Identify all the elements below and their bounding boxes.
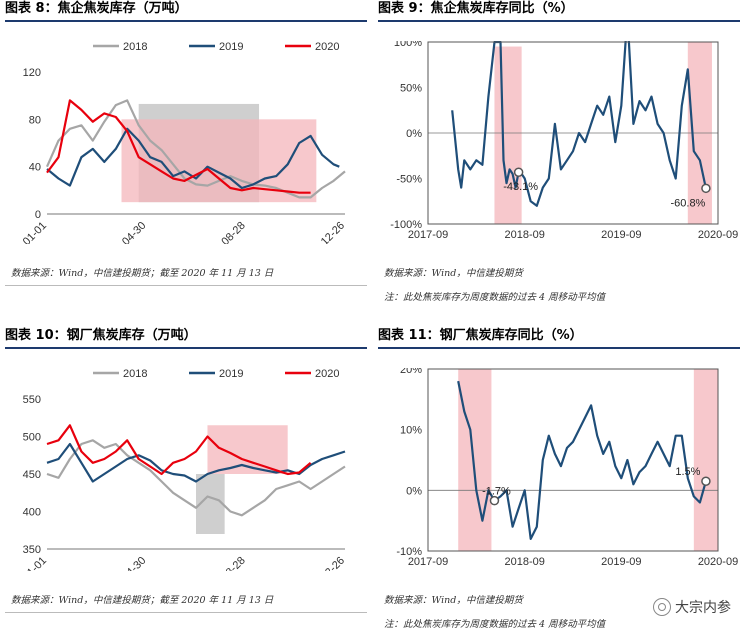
chart-area: 20% 10% 0% -10% 2017-09 2018-09 2019-09 2020-09… [378,351,740,571]
y-tick-label: 450 [23,469,41,481]
source-text: 数据来源：Wind，中信建投期货；截至 2020 年 11 月 13 日 [11,268,274,279]
series-line-2018 [45,99,346,199]
top-mask [378,351,740,368]
annotation-marker [489,495,500,506]
chart-title: 图表 10：钢厂焦炭库存（万吨） [5,327,367,349]
x-tick-label: 01-01 [21,220,49,244]
series-line-yoy [457,380,707,540]
annotation-marker [701,476,711,486]
x-tick-label: 01-01 [21,555,49,571]
y-tick-label: 10% [400,425,422,437]
y-tick-label: 0% [406,128,422,140]
chart-svg: 350 400 450 500 550 01-01 04-30 08-28 12-26 2018 2… [21,368,347,571]
note-text: 注：此处焦炭库存为周度数据的过去 4 周移动平均值 [384,292,606,303]
chart-svg: 20%10%0%-10%2017-09 2018-09 2019-09 2020-09… [378,351,740,568]
annotation-marker [513,167,524,177]
series-line-2020 [46,424,312,476]
y-tick-label: 550 [23,394,41,406]
legend-label: 2019 [219,41,243,53]
x-tick-label: 2020-09 [698,229,738,241]
x-tick-label: 2019-09 [601,556,641,568]
legend-label: 2020 [315,41,339,53]
y-tick-label: 80 [29,114,41,126]
legend-label: 2020 [315,368,339,380]
x-tick-label: 08-28 [219,555,247,571]
top-mask [378,24,740,41]
x-tick-label: 2020-09 [698,556,738,568]
watermark: 大宗内参 [653,597,731,617]
divider [5,285,367,286]
series-line-yoy [451,24,707,207]
x-tick-label: 2017-09 [408,229,448,241]
series-line-2019 [46,127,340,190]
shaded-region [121,119,317,203]
divider [5,612,367,613]
x-tick-label: 08-28 [219,220,247,244]
legend-label: 2018 [123,368,147,380]
x-tick-label: 04-30 [120,555,148,571]
chart-title: 图表 8：焦企焦炭库存（万吨） [5,0,367,22]
data-label: -43.1% [503,181,538,193]
series-line-2020 [46,99,311,194]
y-tick-label: -10% [396,546,422,558]
chart-title: 图表 9：焦企焦炭库存同比（%） [378,0,740,22]
x-tick-label: 2017-09 [408,556,448,568]
chart-svg: 0 40 80 120 01-01 04-30 08-28 12-26 2018 2019 2020 [21,41,347,244]
x-tick-label: 2018-09 [504,556,544,568]
legend-label: 2018 [123,41,147,53]
watermark-text: 大宗内参 [675,600,731,616]
chart-title: 图表 11：钢厂焦炭库存同比（%） [378,327,740,349]
x-tick-label: 2018-09 [504,229,544,241]
wechat-icon [653,598,671,616]
y-tick-label: -50% [396,174,422,186]
annotation-marker [701,183,711,194]
chart-area: 0 40 80 120 01-01 04-30 08-28 12-26 2018 2019 2020 [5,24,367,244]
chart-svg: 100%50%0%-50%-100%2017-09 2018-09 2019-09 2… [378,24,740,241]
shaded-region [693,369,718,551]
x-tick-label: 12-26 [319,555,347,571]
source-text: 数据来源：Wind，中信建投期货；截至 2020 年 11 月 13 日 [11,595,274,606]
source-text: 数据来源：Wind，中信建投期货 [384,268,523,279]
chart-area: 350 400 450 500 550 01-01 04-30 08-28 12-26 2018 2… [5,351,367,571]
y-tick-label: 0 [35,209,41,221]
y-tick-label: 120 [23,67,41,79]
data-label: -60.8% [670,197,705,209]
y-tick-label: -100% [390,219,422,231]
data-label: -1.7% [482,486,511,498]
y-tick-label: 50% [400,83,422,95]
data-label: 1.5% [675,466,700,478]
x-tick-label: 12-26 [319,220,347,244]
source-text: 数据来源：Wind，中信建投期货 [384,595,523,606]
y-tick-label: 0% [406,485,422,497]
y-tick-label: 40 [29,162,41,174]
note-text: 注：此处焦炭库存为周度数据的过去 4 周移动平均值 [384,619,606,630]
y-tick-label: 500 [23,432,41,444]
y-tick-label: 350 [23,544,41,556]
x-tick-label: 2019-09 [601,229,641,241]
y-tick-label: 400 [23,507,41,519]
chart-area: 100% 50% 0% -50% -100% 2017-09 2018-09 2019-09 2… [378,24,740,244]
x-tick-label: 04-30 [120,220,148,244]
series-line-2018 [46,439,346,517]
legend-label: 2019 [219,368,243,380]
shaded-region [458,369,492,551]
shaded-region [494,46,522,224]
